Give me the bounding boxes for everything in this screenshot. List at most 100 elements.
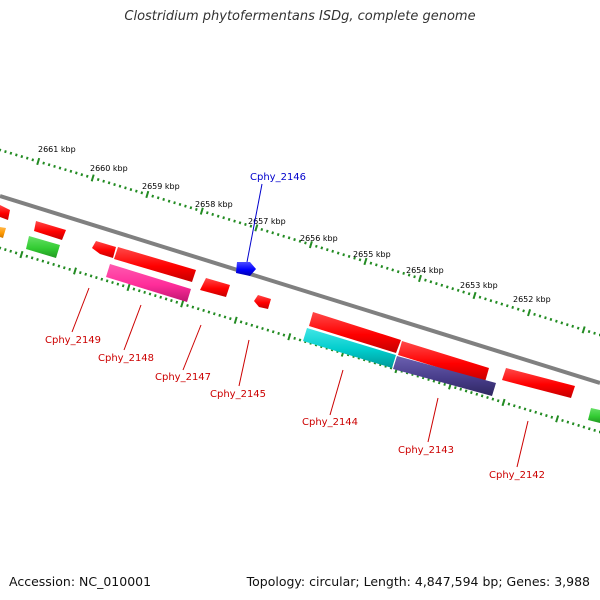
scale-label: 2661 kbp bbox=[38, 145, 76, 154]
minor-tick bbox=[489, 299, 493, 303]
minor-tick bbox=[336, 251, 340, 255]
minor-tick bbox=[320, 246, 324, 250]
minor-tick bbox=[507, 402, 511, 406]
minor-tick bbox=[68, 267, 71, 271]
major-tick bbox=[126, 283, 131, 292]
minor-tick bbox=[15, 153, 18, 157]
minor-tick bbox=[178, 202, 182, 207]
outer-scale-track bbox=[0, 148, 600, 337]
minor-tick bbox=[516, 307, 520, 311]
minor-tick bbox=[57, 264, 61, 268]
minor-tick bbox=[46, 261, 50, 265]
gene-feature[interactable] bbox=[200, 278, 230, 297]
gene-feature[interactable] bbox=[114, 247, 196, 282]
minor-tick bbox=[353, 256, 356, 260]
minor-tick bbox=[233, 219, 236, 223]
minor-tick bbox=[4, 150, 7, 154]
gene-label-cphy-2146[interactable]: Cphy_2146 bbox=[250, 172, 306, 183]
minor-tick bbox=[445, 285, 449, 289]
minor-tick bbox=[25, 254, 29, 258]
minor-tick bbox=[154, 294, 157, 298]
minor-tick bbox=[478, 295, 482, 299]
minor-tick bbox=[593, 331, 596, 335]
minor-tick bbox=[593, 428, 596, 432]
minor-tick bbox=[143, 290, 146, 294]
major-tick bbox=[199, 207, 204, 215]
genome-backbone bbox=[0, 194, 600, 385]
minor-tick bbox=[325, 248, 329, 252]
major-tick bbox=[19, 250, 24, 259]
minor-tick bbox=[89, 274, 93, 278]
gene-label-cphy-2142[interactable]: Cphy_2142 bbox=[489, 470, 545, 481]
gene-feature[interactable] bbox=[588, 408, 600, 423]
minor-tick bbox=[565, 323, 569, 327]
gene-feature[interactable] bbox=[309, 312, 401, 353]
major-tick bbox=[145, 190, 150, 199]
minor-tick bbox=[140, 191, 144, 195]
gene-feature[interactable] bbox=[26, 236, 60, 258]
gene-label-cphy-2147[interactable]: Cphy_2147 bbox=[155, 372, 211, 383]
minor-tick bbox=[512, 404, 516, 408]
gene-feature[interactable] bbox=[0, 227, 6, 238]
minor-tick bbox=[164, 297, 168, 301]
gene-feature[interactable] bbox=[398, 341, 489, 382]
minor-tick bbox=[271, 330, 275, 334]
gene-feature[interactable] bbox=[92, 241, 116, 258]
minor-tick bbox=[566, 420, 570, 424]
minor-tick bbox=[111, 280, 114, 285]
gene-feature[interactable] bbox=[236, 262, 256, 276]
minor-tick bbox=[518, 405, 521, 409]
minor-tick bbox=[170, 298, 173, 303]
minor-tick bbox=[184, 204, 187, 208]
minor-tick bbox=[107, 181, 111, 185]
minor-tick bbox=[25, 156, 29, 160]
gene-feature[interactable] bbox=[393, 356, 496, 396]
minor-tick bbox=[282, 333, 286, 337]
gene-feature[interactable] bbox=[303, 328, 396, 368]
gene-feature[interactable] bbox=[106, 264, 191, 302]
scale-label: 2658 kbp bbox=[195, 200, 233, 209]
minor-tick bbox=[561, 418, 564, 423]
gene-feature[interactable] bbox=[34, 221, 66, 240]
minor-tick bbox=[4, 248, 7, 252]
topology-text: Topology: circular; Length: 4,847,594 bp… bbox=[246, 574, 590, 589]
major-tick bbox=[418, 274, 422, 283]
minor-tick bbox=[462, 290, 465, 294]
minor-tick bbox=[496, 399, 500, 403]
gene-label-cphy-2144[interactable]: Cphy_2144 bbox=[302, 417, 358, 428]
gene-label-cphy-2149[interactable]: Cphy_2149 bbox=[45, 335, 101, 346]
minor-tick bbox=[85, 174, 89, 178]
minor-tick bbox=[385, 266, 389, 270]
gene-label-cphy-2145[interactable]: Cphy_2145 bbox=[210, 389, 266, 400]
minor-tick bbox=[195, 207, 198, 211]
minor-tick bbox=[148, 292, 152, 296]
minor-tick bbox=[576, 326, 580, 330]
minor-tick bbox=[186, 303, 189, 308]
minor-tick bbox=[375, 263, 378, 267]
minor-tick bbox=[266, 328, 270, 332]
gene-feature[interactable] bbox=[502, 368, 575, 398]
minor-tick bbox=[31, 158, 35, 162]
gene-label-cphy-2143[interactable]: Cphy_2143 bbox=[398, 445, 454, 456]
minor-tick bbox=[304, 241, 307, 245]
minor-tick bbox=[277, 331, 280, 336]
forward-genes bbox=[0, 205, 575, 398]
minor-tick bbox=[156, 196, 160, 200]
minor-tick bbox=[207, 310, 211, 314]
minor-tick bbox=[265, 229, 269, 233]
minor-tick bbox=[105, 279, 109, 283]
minor-tick bbox=[331, 249, 335, 253]
minor-tick bbox=[454, 386, 457, 390]
minor-tick bbox=[211, 212, 215, 217]
gene-feature[interactable] bbox=[254, 295, 271, 309]
minor-tick bbox=[96, 177, 100, 182]
reverse-genes bbox=[0, 227, 600, 423]
minor-tick bbox=[159, 295, 163, 299]
minor-tick bbox=[223, 315, 227, 319]
minor-tick bbox=[577, 423, 580, 428]
gene-feature[interactable] bbox=[0, 205, 10, 220]
minor-tick bbox=[261, 326, 264, 331]
minor-tick bbox=[118, 184, 122, 188]
gene-label-cphy-2148[interactable]: Cphy_2148 bbox=[98, 353, 154, 364]
minor-tick bbox=[380, 264, 384, 269]
